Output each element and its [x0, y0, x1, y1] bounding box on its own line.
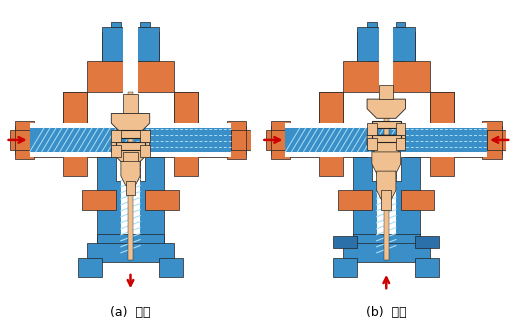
Bar: [97, 234, 164, 248]
Polygon shape: [430, 92, 454, 123]
Bar: [30, 128, 130, 152]
Bar: [377, 152, 396, 253]
Bar: [102, 27, 159, 61]
Bar: [379, 51, 394, 123]
Polygon shape: [391, 32, 430, 92]
Bar: [159, 258, 183, 277]
Text: (a)  分流: (a) 分流: [110, 306, 151, 319]
Bar: [123, 51, 138, 123]
Polygon shape: [111, 114, 150, 133]
Polygon shape: [286, 92, 367, 176]
Bar: [382, 190, 391, 210]
Bar: [338, 190, 372, 210]
Polygon shape: [150, 92, 231, 176]
Polygon shape: [367, 99, 406, 118]
Bar: [384, 92, 389, 260]
Bar: [482, 121, 502, 130]
Bar: [396, 123, 406, 135]
Polygon shape: [343, 32, 382, 92]
Bar: [140, 145, 150, 157]
Bar: [367, 22, 377, 27]
Bar: [271, 149, 290, 159]
Bar: [266, 130, 286, 149]
Bar: [286, 128, 386, 152]
Bar: [396, 22, 406, 27]
Bar: [396, 138, 406, 149]
Bar: [343, 243, 430, 262]
Bar: [379, 27, 394, 61]
Bar: [15, 121, 34, 130]
Bar: [111, 130, 121, 142]
Polygon shape: [63, 92, 87, 123]
Polygon shape: [97, 157, 164, 248]
Bar: [334, 258, 358, 277]
Bar: [121, 152, 140, 253]
Bar: [116, 130, 145, 138]
Bar: [123, 94, 138, 114]
Polygon shape: [353, 157, 420, 248]
Bar: [87, 243, 174, 262]
Polygon shape: [406, 92, 487, 176]
Bar: [334, 236, 358, 248]
Bar: [372, 135, 401, 142]
Bar: [140, 22, 150, 27]
Bar: [123, 152, 138, 162]
Bar: [227, 149, 246, 159]
Bar: [231, 130, 251, 149]
Bar: [130, 128, 231, 152]
Polygon shape: [367, 135, 406, 154]
Bar: [401, 190, 434, 210]
Bar: [82, 190, 116, 210]
Bar: [286, 123, 487, 157]
Bar: [358, 27, 415, 61]
Polygon shape: [372, 152, 401, 173]
Polygon shape: [30, 92, 111, 176]
Bar: [116, 142, 145, 149]
Bar: [482, 149, 502, 159]
Polygon shape: [377, 171, 396, 200]
Polygon shape: [121, 162, 140, 186]
Bar: [415, 258, 439, 277]
Polygon shape: [87, 32, 126, 92]
Bar: [372, 121, 401, 128]
Bar: [487, 125, 502, 154]
Bar: [145, 190, 179, 210]
Bar: [128, 92, 133, 260]
Bar: [126, 181, 135, 195]
Text: (b)  合流: (b) 合流: [366, 306, 407, 319]
Bar: [367, 138, 377, 149]
Bar: [367, 123, 377, 135]
Polygon shape: [174, 92, 198, 123]
Bar: [379, 85, 394, 99]
Polygon shape: [111, 142, 150, 162]
Bar: [10, 130, 30, 149]
Bar: [123, 27, 138, 61]
Bar: [15, 149, 34, 159]
Bar: [487, 130, 506, 149]
Bar: [111, 22, 121, 27]
Bar: [140, 130, 150, 142]
Bar: [386, 128, 487, 152]
Bar: [227, 121, 246, 130]
Bar: [353, 234, 420, 248]
Bar: [111, 145, 121, 157]
Polygon shape: [135, 32, 174, 92]
Polygon shape: [319, 92, 343, 123]
Bar: [271, 121, 290, 130]
Bar: [271, 125, 286, 154]
Bar: [78, 258, 102, 277]
Bar: [415, 236, 439, 248]
Bar: [30, 123, 231, 157]
Bar: [231, 125, 246, 154]
Bar: [15, 125, 30, 154]
